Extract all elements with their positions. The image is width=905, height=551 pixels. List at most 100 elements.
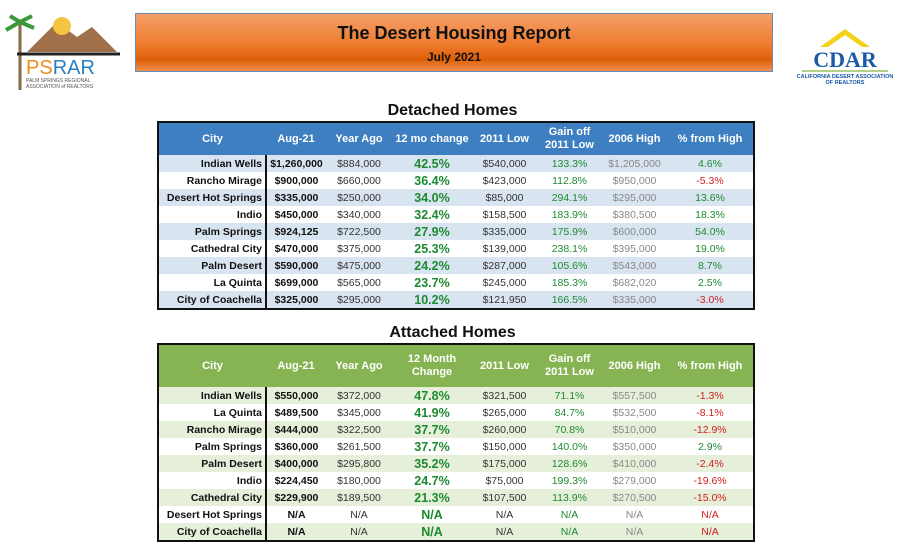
- value-cell: N/A: [266, 523, 326, 541]
- report-title: The Desert Housing Report: [337, 23, 571, 43]
- value-cell: $590,000: [266, 257, 326, 274]
- value-cell: N/A: [602, 523, 667, 541]
- column-header: % from High: [667, 344, 754, 387]
- value-cell: 185.3%: [551, 276, 588, 289]
- value-cell: $924,125: [266, 223, 326, 240]
- value-cell: N/A: [326, 523, 392, 541]
- value-cell: 105.6%: [537, 257, 602, 274]
- table-row: Cathedral City $470,000 $375,000 25.3% $139,…: [158, 240, 754, 257]
- value-cell: $510,000: [602, 421, 667, 438]
- value-cell: 199.3%: [551, 474, 588, 487]
- value-cell: $540,000: [472, 155, 537, 172]
- value-cell: 166.5%: [537, 291, 602, 309]
- value-cell: $722,500: [326, 223, 392, 240]
- value-cell: 10.2%: [392, 291, 472, 309]
- table-row: Cathedral City $229,900 $189,500 21.3% $107,…: [158, 489, 754, 506]
- svg-text:ASSOCIATION of REALTORS: ASSOCIATION of REALTORS: [26, 84, 94, 90]
- city-cell: Cathedral City: [158, 489, 267, 506]
- attached-title: Attached Homes: [389, 324, 516, 341]
- value-cell: 70.8%: [537, 421, 602, 438]
- city-cell: Indio: [158, 206, 267, 223]
- table-row: Desert Hot Springs $335,000 $250,000 34.0% $…: [158, 189, 754, 206]
- value-cell: $224,450: [274, 474, 319, 487]
- value-cell: $189,500: [326, 489, 392, 506]
- table-row: Rancho Mirage $900,000 $660,000 36.4% $423,0…: [158, 172, 754, 189]
- value-cell: $380,500: [612, 208, 657, 221]
- value-cell: $287,000: [472, 257, 537, 274]
- city-cell: Rancho Mirage: [158, 172, 267, 189]
- column-header: 12 Month Change: [392, 344, 472, 387]
- table-row: La Quinta $699,000 $565,000 23.7% $245,000 18…: [158, 274, 754, 291]
- city-cell: Palm Desert: [158, 455, 267, 472]
- attached-homes-table: City Aug-21 Year Ago 12 Month Change 2011 Lo…: [157, 343, 755, 542]
- table-row: Palm Desert $400,000 $295,800 35.2% $175,000…: [158, 455, 754, 472]
- value-cell: $1,205,000: [602, 155, 667, 172]
- value-cell: 42.5%: [392, 155, 472, 172]
- value-cell: -2.4%: [667, 455, 754, 472]
- column-header: Year Ago: [326, 122, 392, 155]
- city-cell: La Quinta: [158, 404, 267, 421]
- value-cell: N/A: [495, 508, 514, 521]
- value-cell: $450,000: [274, 208, 319, 221]
- svg-text:OF REALTORS: OF REALTORS: [826, 80, 865, 86]
- value-cell: $660,000: [337, 174, 381, 187]
- svg-text:CDAR: CDAR: [813, 47, 878, 72]
- value-cell: $395,000: [612, 242, 657, 255]
- value-cell: N/A: [560, 508, 579, 521]
- value-cell: $532,500: [612, 406, 657, 419]
- table-row: Palm Springs $924,125 $722,500 27.9% $335,00…: [158, 223, 754, 240]
- value-cell: 54.0%: [667, 223, 754, 240]
- column-header: Gain off 2011 Low: [537, 344, 602, 387]
- value-cell: 2.5%: [698, 276, 722, 289]
- value-cell: $475,000: [326, 257, 392, 274]
- value-cell: 19.0%: [695, 242, 725, 255]
- value-cell: $557,500: [602, 387, 667, 404]
- table-row: Indian Wells $1,260,000 $884,000 42.5% $540,…: [158, 155, 754, 172]
- value-cell: 2.9%: [698, 440, 722, 453]
- column-header: 2011 Low: [472, 344, 537, 387]
- city-cell: Indian Wells: [158, 387, 267, 404]
- value-cell: $340,000: [337, 208, 381, 221]
- value-cell: $279,000: [612, 474, 657, 487]
- value-cell: N/A: [667, 523, 754, 541]
- value-cell: $699,000: [274, 276, 319, 289]
- value-cell: 71.1%: [537, 387, 602, 404]
- value-cell: $550,000: [266, 387, 326, 404]
- value-cell: 113.9%: [537, 489, 602, 506]
- value-cell: $423,000: [482, 174, 527, 187]
- value-cell: $139,000: [482, 242, 527, 255]
- value-cell: $375,000: [337, 242, 381, 255]
- column-header: 2006 High: [602, 344, 667, 387]
- value-cell: $1,260,000: [266, 155, 326, 172]
- value-cell: N/A: [472, 523, 537, 541]
- value-cell: $360,000: [274, 440, 319, 453]
- value-cell: 21.3%: [392, 489, 472, 506]
- value-cell: 25.3%: [414, 241, 450, 256]
- value-cell: N/A: [537, 523, 602, 541]
- value-cell: 13.6%: [667, 189, 754, 206]
- column-header: Aug-21: [266, 122, 326, 155]
- detached-homes-table: City Aug-21 Year Ago 12 mo change 2011 Low Ga…: [157, 121, 755, 310]
- value-cell: 112.8%: [552, 174, 587, 187]
- table-row: Palm Springs $360,000 $261,500 37.7% $150,00…: [158, 438, 754, 455]
- value-cell: -3.0%: [667, 291, 754, 309]
- value-cell: 23.7%: [414, 275, 450, 290]
- table-row: Desert Hot Springs N/A N/A N/A N/A N/A N/A N/A: [158, 506, 754, 523]
- city-cell: City of Coachella: [158, 291, 267, 309]
- value-cell: $295,800: [326, 455, 392, 472]
- value-cell: 238.1%: [551, 242, 588, 255]
- value-cell: $260,000: [472, 421, 537, 438]
- table-row: Palm Desert $590,000 $475,000 24.2% $287,000…: [158, 257, 754, 274]
- detached-title: Detached Homes: [387, 102, 518, 119]
- value-cell: $265,000: [482, 406, 527, 419]
- value-cell: $350,000: [612, 440, 657, 453]
- value-cell: $295,000: [602, 189, 667, 206]
- column-header: % from High: [667, 122, 754, 155]
- value-cell: $229,900: [266, 489, 326, 506]
- value-cell: $543,000: [602, 257, 667, 274]
- value-cell: -12.9%: [667, 421, 754, 438]
- value-cell: $85,000: [472, 189, 537, 206]
- city-cell: Desert Hot Springs: [158, 189, 267, 206]
- value-cell: 18.3%: [695, 208, 725, 221]
- value-cell: $470,000: [274, 242, 319, 255]
